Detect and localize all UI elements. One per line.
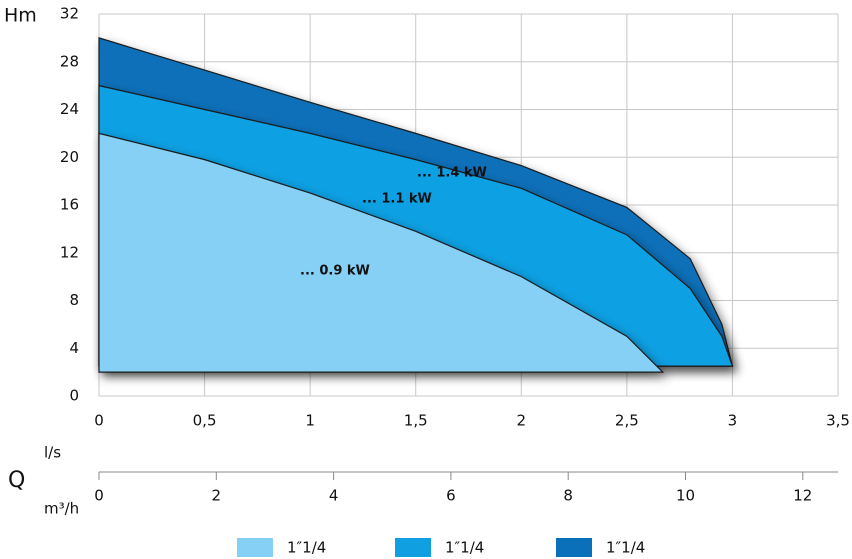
x-tick-label: 3 (728, 412, 738, 430)
x2-tick-label: 2 (212, 487, 222, 505)
x2-tick-label: 8 (563, 487, 573, 505)
quantity-label: Q (8, 468, 25, 493)
y-tick-label: 8 (69, 291, 79, 309)
legend-swatch (556, 538, 592, 557)
x2-tick-label: 10 (676, 487, 695, 505)
x2-tick-label: 4 (329, 487, 339, 505)
x2-tick-label: 12 (793, 487, 812, 505)
x-tick-label: 3,5 (826, 412, 850, 430)
legend-swatch (395, 538, 431, 557)
legend-label: 1″1/4 (445, 539, 484, 557)
y-tick-label: 0 (69, 387, 79, 405)
y-tick-label: 12 (60, 243, 79, 261)
x-tick-label: 1 (305, 412, 315, 430)
legend-swatch (237, 538, 273, 557)
y-tick-label: 24 (60, 100, 79, 118)
x2-axis-label: m³/h (44, 500, 79, 518)
y-axis-label: Hm (4, 5, 37, 27)
area (98, 132, 665, 373)
x2-tick-label: 0 (94, 487, 104, 505)
x-axis-label: l/s (44, 444, 61, 462)
annotation: ... 1.1 kW (362, 192, 432, 207)
x-tick-label: 0,5 (193, 412, 217, 430)
x-tick-label: 0 (94, 412, 104, 430)
x-tick-label: 2 (517, 412, 527, 430)
annotation: ... 1.4 kW (417, 166, 487, 181)
x2-tick-label: 6 (446, 487, 456, 505)
y-tick-label: 20 (60, 148, 79, 166)
x-tick-label: 2,5 (615, 412, 639, 430)
y-tick-label: 28 (60, 52, 79, 70)
x-tick-label: 1,5 (404, 412, 428, 430)
y-tick-label: 32 (60, 5, 79, 23)
annotation: ... 0.9 kW (300, 264, 370, 279)
legend-label: 1″1/4 (606, 539, 645, 557)
y-tick-label: 16 (60, 196, 79, 214)
y-tick-label: 4 (69, 339, 79, 357)
legend-label: 1″1/4 (287, 539, 326, 557)
